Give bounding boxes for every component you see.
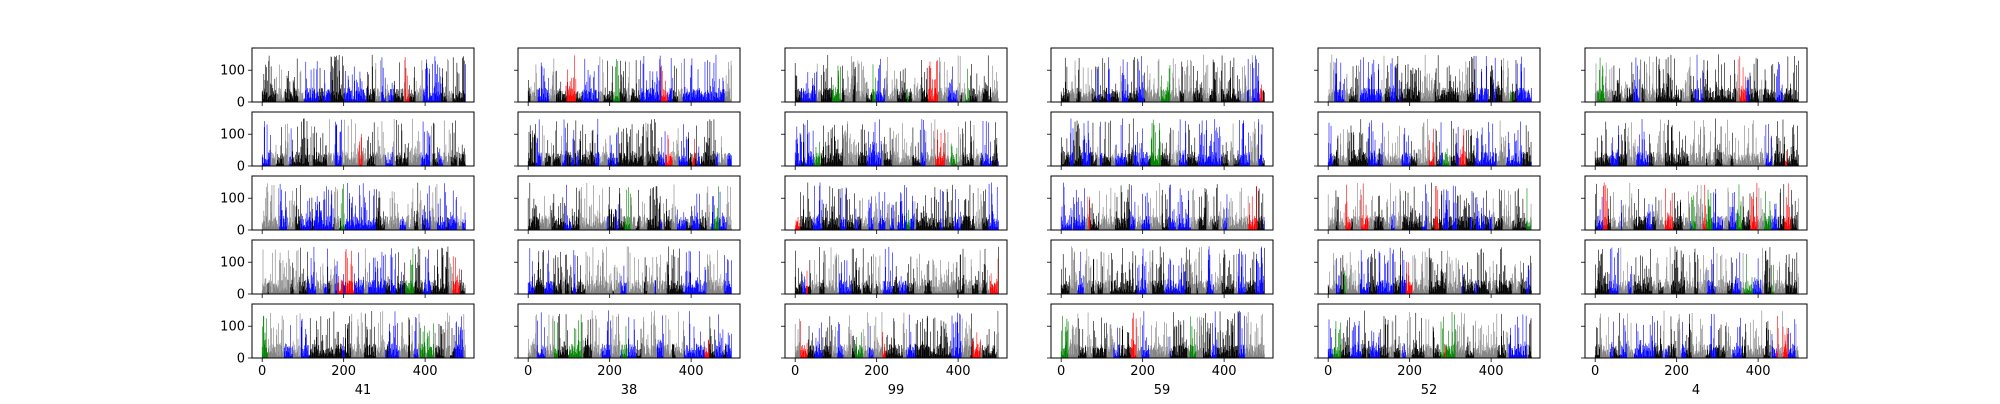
panel-bars — [262, 119, 465, 166]
panel-bars — [528, 55, 731, 102]
chart-panel — [514, 48, 740, 106]
chart-panel — [1314, 48, 1540, 106]
panel-bars — [795, 55, 998, 102]
chart-panel — [781, 48, 1007, 106]
y-tick-label: 0 — [237, 160, 245, 175]
chart-panel: 0 100 — [220, 112, 474, 175]
panel-bars — [1061, 55, 1264, 102]
panel-bars — [1328, 55, 1531, 102]
chart-panel: 0 100 — [220, 48, 474, 111]
chart-panel — [1581, 48, 1807, 106]
y-tick-label: 100 — [220, 128, 245, 143]
panel-bars — [528, 119, 731, 166]
panel-bars — [262, 55, 465, 102]
y-tick-label: 100 — [220, 64, 245, 79]
panel-bars — [1595, 54, 1798, 102]
y-tick-label: 0 — [237, 96, 245, 111]
panel-bars — [795, 119, 998, 166]
chart-panel — [514, 112, 740, 170]
chart-panel — [1047, 48, 1273, 106]
chart-panel — [781, 112, 1007, 170]
chart-panel — [1047, 112, 1273, 170]
panel-bars — [1061, 118, 1264, 166]
